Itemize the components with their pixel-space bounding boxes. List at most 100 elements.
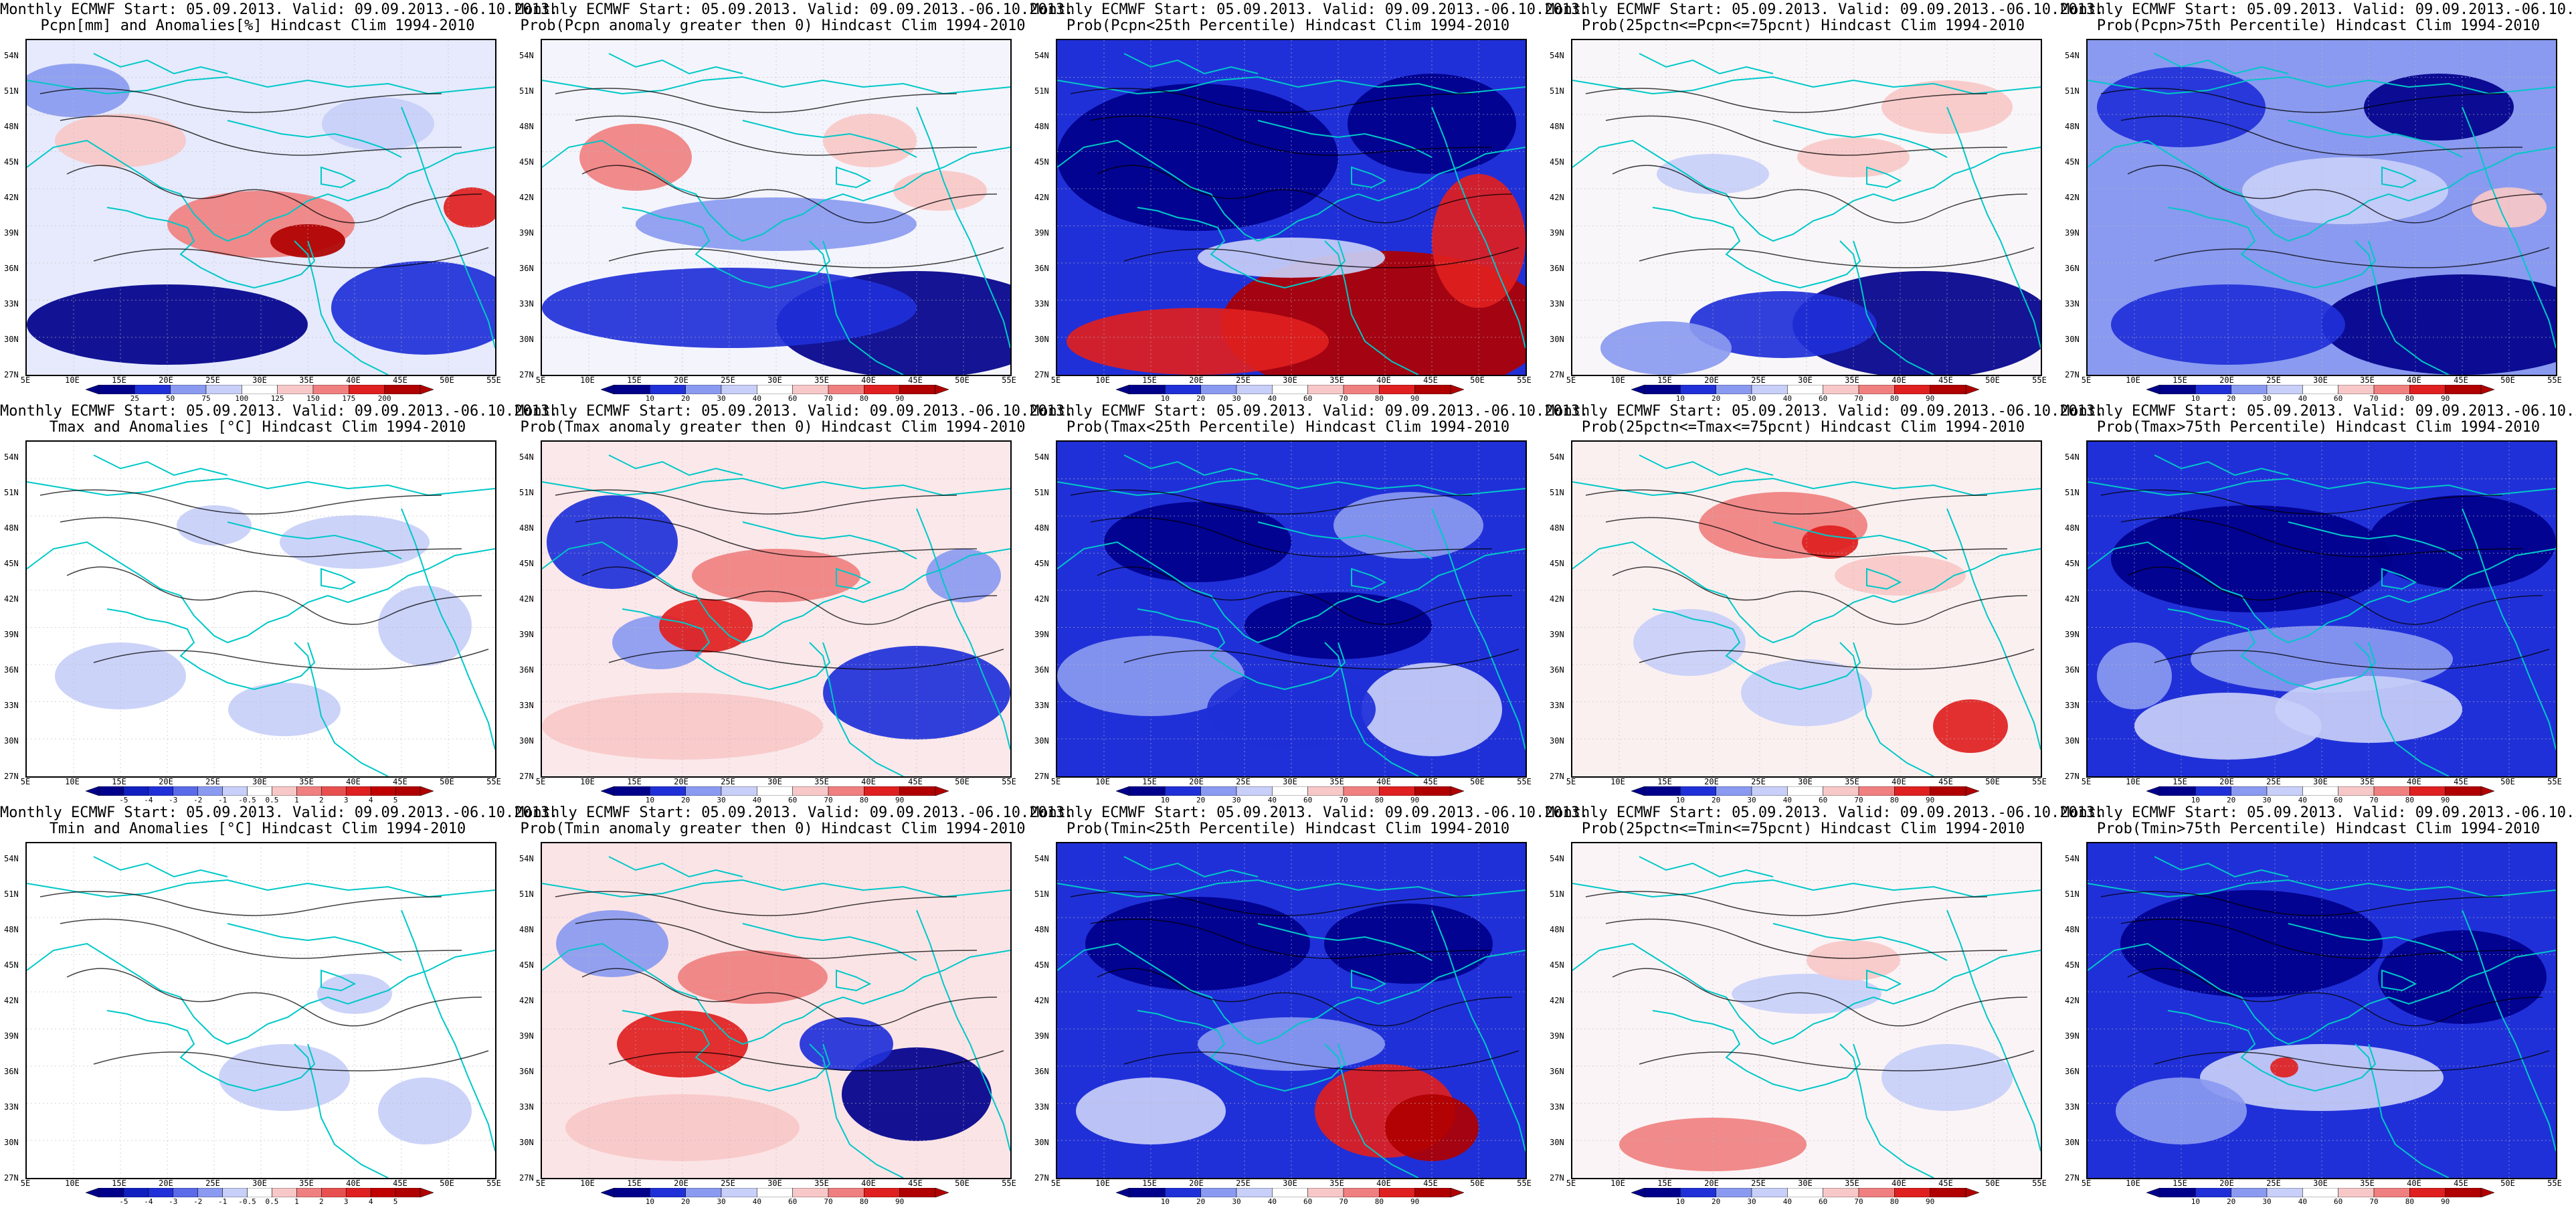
coastline — [2154, 53, 2289, 75]
colorbar-segment — [2231, 1188, 2268, 1197]
map-field — [27, 442, 495, 776]
anomaly-region — [331, 261, 495, 355]
panel-title-model: Monthly ECMWF Start: 05.09.2013. Valid: … — [0, 403, 559, 420]
lon-label: 10E — [65, 1179, 80, 1188]
forecast-map — [1056, 440, 1527, 778]
colorbar-label: 50 — [166, 394, 175, 403]
panel-title-model: Monthly ECMWF Start: 05.09.2013. Valid: … — [0, 804, 559, 821]
lat-label: 27N — [4, 772, 19, 781]
lon-label: 40E — [861, 777, 876, 786]
lat-label: 39N — [1550, 630, 1564, 639]
contour-line — [93, 649, 489, 670]
lat-label: 36N — [1550, 264, 1564, 273]
colorbar-label: 70 — [824, 394, 833, 403]
colorbar — [2146, 385, 2494, 394]
lat-label: 48N — [519, 925, 534, 934]
map-panel: Monthly ECMWF Start: 05.09.2013. Valid: … — [2061, 0, 2576, 403]
lat-label: 51N — [1034, 86, 1049, 96]
coastline — [1772, 521, 1948, 559]
colorbar-label: 80 — [859, 394, 868, 403]
colorbar-label: 80 — [1890, 796, 1899, 804]
colorbar-segment — [1379, 385, 1415, 394]
colorbar-label: 175 — [342, 394, 356, 403]
lon-label: 35E — [814, 777, 829, 786]
lat-label: 36N — [1034, 264, 1049, 273]
lon-label: 5E — [1566, 777, 1576, 786]
coastline — [1839, 1043, 1934, 1178]
lon-label: 30E — [2313, 1179, 2328, 1188]
colorbar-segment — [1894, 1188, 1930, 1197]
lat-label: 45N — [519, 157, 534, 167]
lon-label: 25E — [2266, 1179, 2281, 1188]
colorbar-segment — [828, 1188, 864, 1197]
lon-label: 35E — [1329, 1179, 1344, 1188]
lon-label: 5E — [20, 375, 31, 385]
lat-label: 54N — [1550, 854, 1564, 863]
colorbar-segment — [98, 786, 124, 796]
colorbar-segment — [1716, 786, 1752, 796]
lat-label: 48N — [1550, 925, 1564, 934]
lon-label: 25E — [1751, 1179, 1766, 1188]
map-field — [1057, 442, 1526, 776]
colorbar-segment — [395, 786, 421, 796]
colorbar-label: 80 — [859, 1197, 868, 1206]
colorbar-segment — [312, 385, 349, 394]
lat-label: 54N — [4, 854, 19, 863]
colorbar-segment — [1858, 786, 1895, 796]
colorbar-segment — [345, 786, 371, 796]
colorbar-segment — [277, 385, 314, 394]
lat-label: 27N — [2065, 1173, 2080, 1183]
lon-label: 50E — [440, 1179, 454, 1188]
lat-label: 51N — [1034, 488, 1049, 497]
lon-label: 20E — [674, 375, 688, 385]
lat-label: 30N — [519, 335, 534, 344]
colorbar-label: 60 — [1819, 796, 1828, 804]
lat-label: 54N — [2065, 854, 2080, 863]
coastline — [294, 1043, 389, 1178]
lon-label: 30E — [1798, 1179, 1813, 1188]
lat-label: 36N — [1034, 1067, 1049, 1076]
lon-label: 35E — [1845, 375, 1859, 385]
lon-label: 15E — [1142, 1179, 1157, 1188]
contour-line — [1585, 891, 1988, 916]
anomaly-region — [444, 187, 495, 228]
colorbar — [2146, 786, 2494, 796]
coastline — [809, 1043, 904, 1178]
lon-label: 25E — [721, 375, 735, 385]
lat-label: 39N — [1550, 228, 1564, 238]
coastline — [1431, 106, 1526, 349]
lon-label: 45E — [2454, 777, 2468, 786]
lat-label: 36N — [519, 665, 534, 675]
lon-label: 30E — [1798, 777, 1813, 786]
map-panel: Monthly ECMWF Start: 05.09.2013. Valid: … — [1030, 0, 1588, 403]
lat-label: 54N — [1550, 452, 1564, 462]
colorbar-segment — [134, 385, 171, 394]
colorbar-label: 4 — [368, 796, 373, 804]
lat-label: 42N — [1550, 193, 1564, 202]
lat-label: 45N — [4, 559, 19, 568]
colorbar-label: 3 — [343, 796, 349, 804]
anomaly-region — [542, 693, 823, 760]
map-field — [1572, 442, 2041, 776]
colorbar-label: 90 — [1410, 796, 1420, 804]
lat-label: 27N — [4, 1173, 19, 1183]
colorbar-label: 80 — [1374, 394, 1384, 403]
colorbar-label: 30 — [717, 1197, 726, 1206]
contour-line — [1070, 88, 1473, 113]
lat-label: 30N — [1550, 335, 1564, 344]
lon-label: 25E — [1236, 1179, 1251, 1188]
panel-title-model: Monthly ECMWF Start: 05.09.2013. Valid: … — [515, 804, 1074, 821]
anomaly-region — [2270, 1057, 2298, 1078]
contour-line — [93, 1050, 489, 1071]
coastline — [294, 240, 389, 375]
map-panel: Monthly ECMWF Start: 05.09.2013. Valid: … — [1546, 402, 2104, 804]
contour-line — [2127, 165, 2543, 224]
contour-line — [608, 649, 1004, 670]
coastline — [27, 942, 495, 1045]
panel-title-model: Monthly ECMWF Start: 05.09.2013. Valid: … — [0, 1, 559, 18]
panel-title-variable: Prob(Tmin<25th Percentile) Hindcast Clim… — [1066, 821, 1510, 837]
coastline — [742, 120, 917, 158]
lon-label: 40E — [861, 1179, 876, 1188]
lon-label: 30E — [1283, 777, 1297, 786]
contour-line — [93, 247, 489, 268]
